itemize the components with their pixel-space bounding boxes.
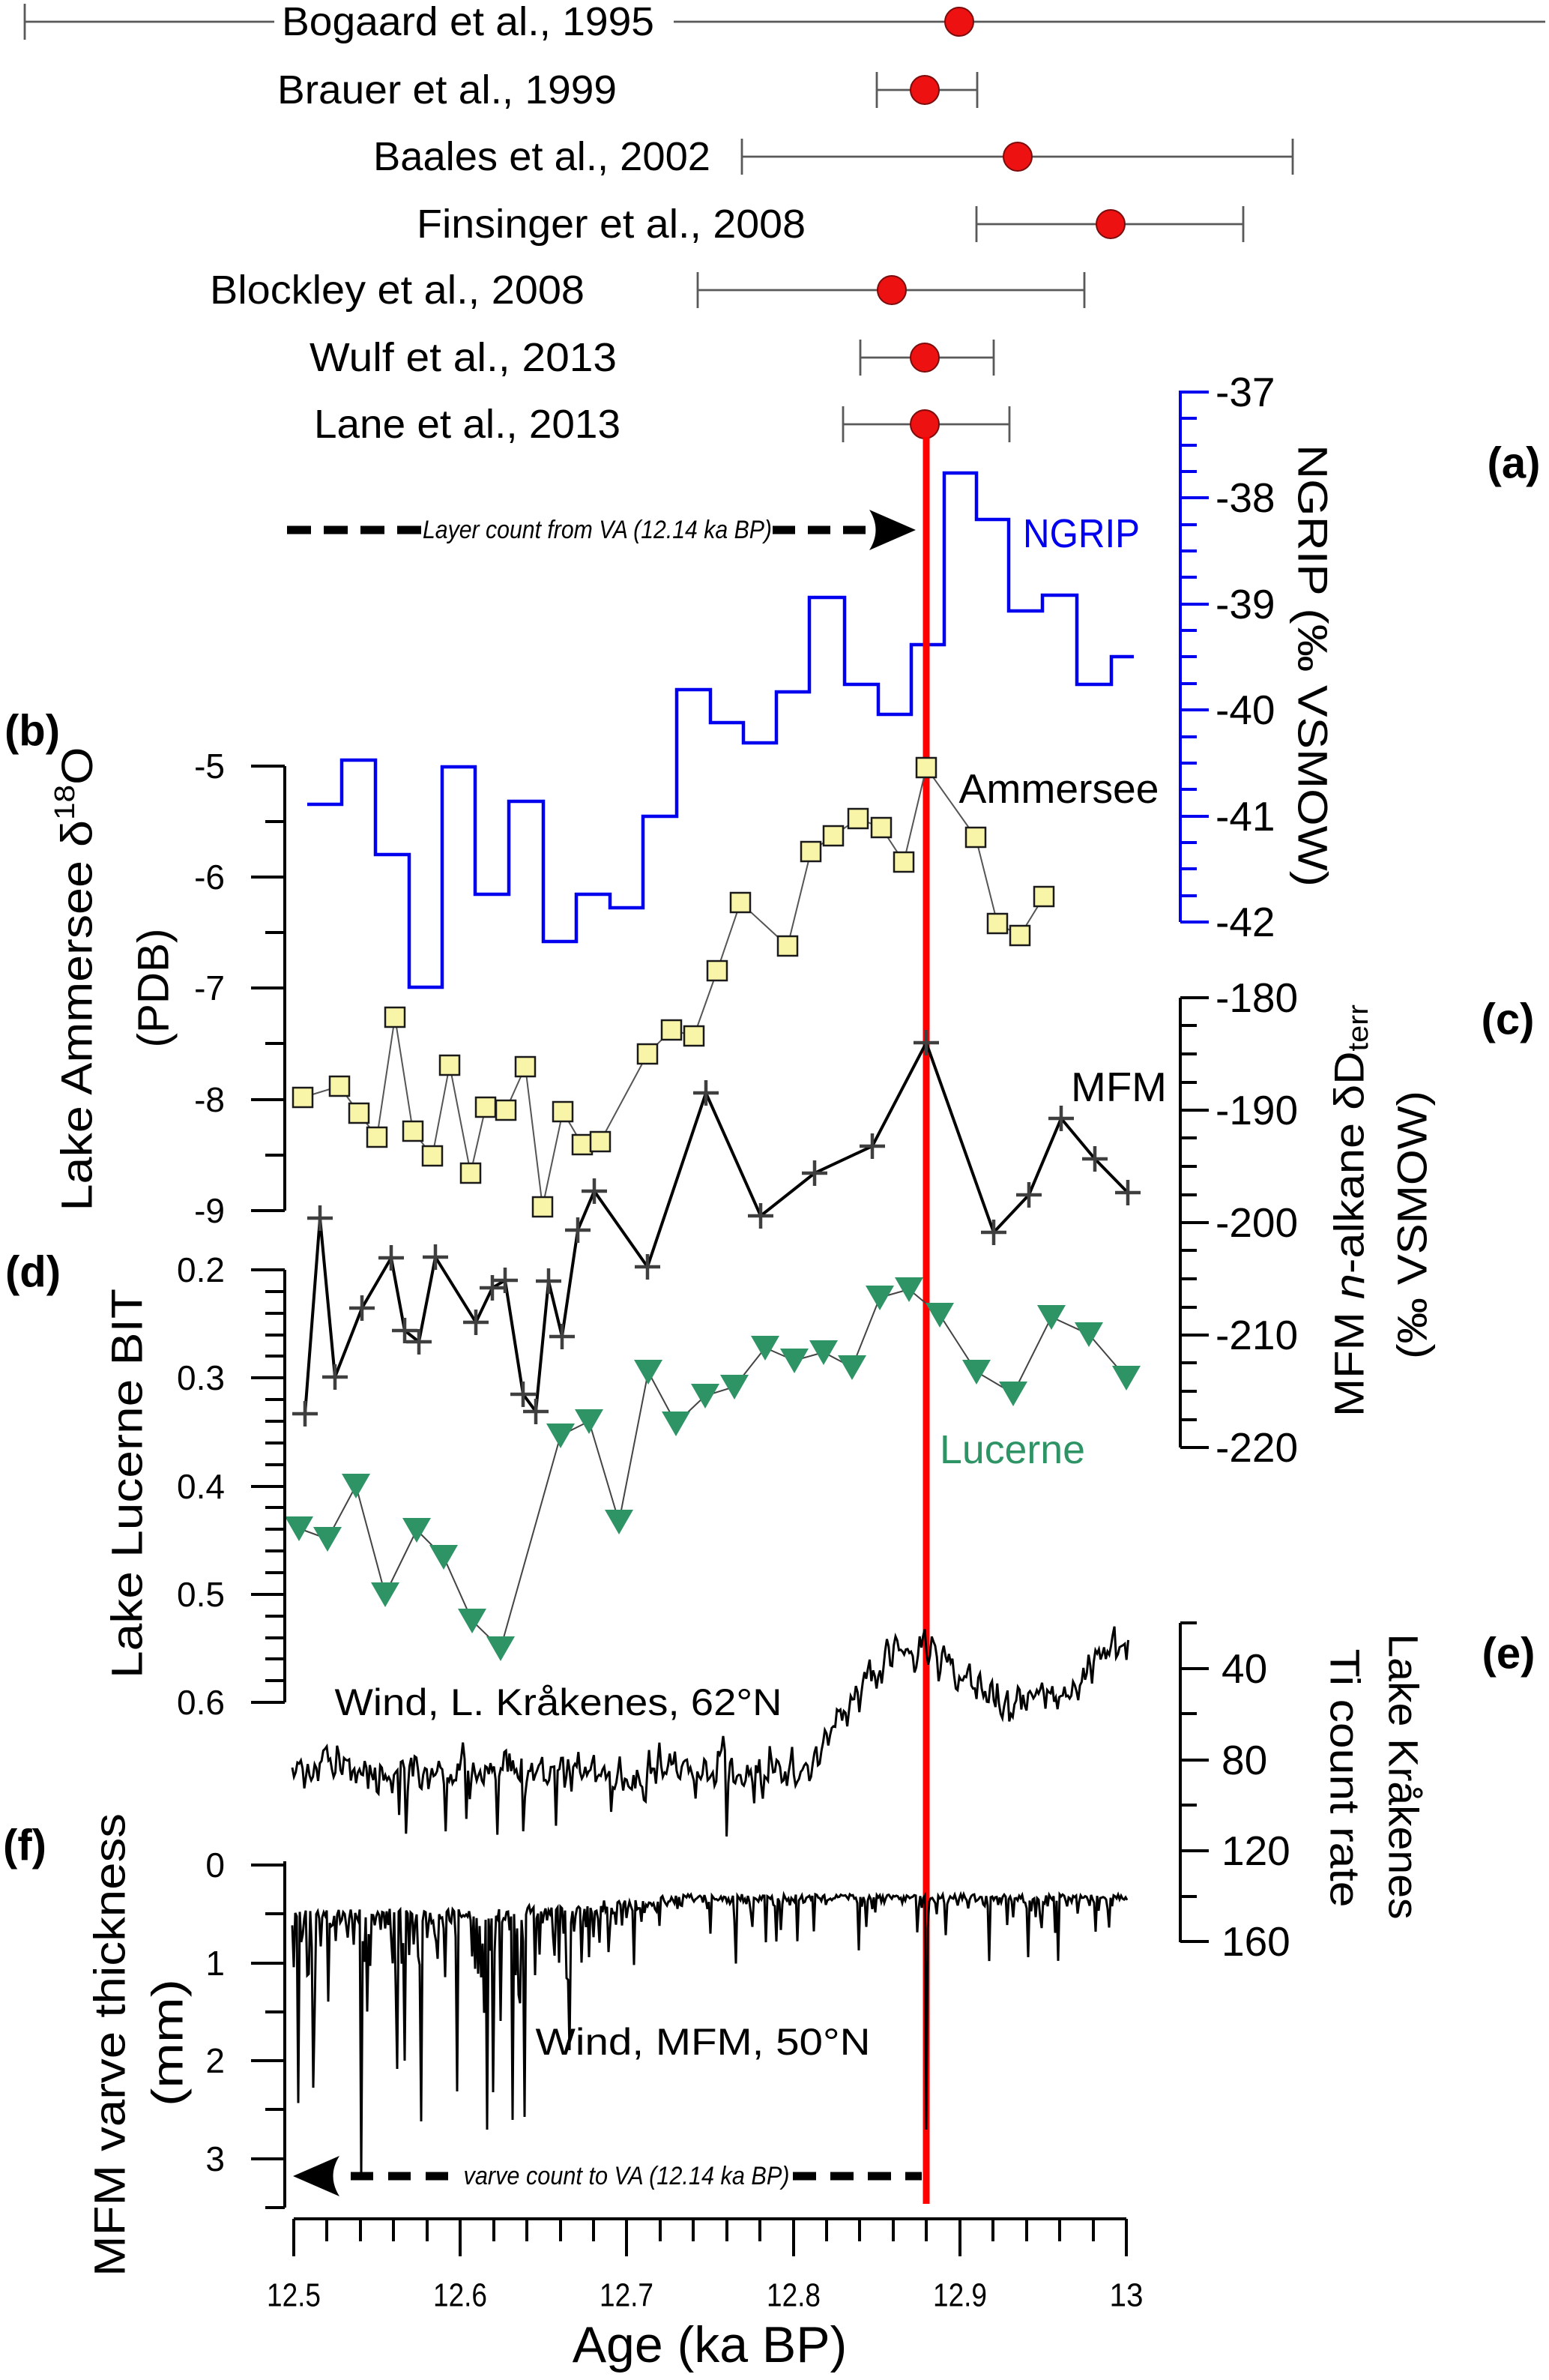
- svg-text:0.6: 0.6: [177, 1683, 225, 1722]
- svg-text:Ammersee: Ammersee: [959, 765, 1159, 812]
- svg-text:Finsinger et al., 2008: Finsinger et al., 2008: [417, 202, 806, 247]
- svg-text:12.7: 12.7: [600, 2277, 653, 2314]
- svg-text:Layer count from VA (12.14 ka: Layer count from VA (12.14 ka BP): [423, 516, 772, 544]
- svg-text:(‰ VSMOW): (‰ VSMOW): [1389, 1091, 1436, 1359]
- svg-text:0: 0: [205, 1846, 225, 1885]
- svg-text:(b): (b): [4, 707, 60, 756]
- svg-text:1: 1: [205, 1944, 225, 1983]
- svg-text:Bogaard et al., 1995: Bogaard et al., 1995: [282, 0, 654, 44]
- svg-text:Lane et al., 2013: Lane et al., 2013: [314, 402, 620, 447]
- svg-text:12.6: 12.6: [433, 2277, 487, 2314]
- svg-text:MFM: MFM: [1071, 1064, 1167, 1110]
- svg-text:-42: -42: [1216, 899, 1275, 945]
- svg-text:0.5: 0.5: [177, 1575, 225, 1614]
- svg-text:-220: -220: [1216, 1424, 1298, 1471]
- svg-text:(mm): (mm): [144, 1979, 193, 2106]
- svg-text:12.5: 12.5: [267, 2277, 321, 2314]
- svg-text:Age (ka BP): Age (ka BP): [573, 2316, 848, 2373]
- svg-text:Lucerne: Lucerne: [940, 1427, 1085, 1472]
- svg-text:(e): (e): [1482, 1630, 1536, 1678]
- svg-text:3: 3: [205, 2139, 225, 2178]
- svg-text:Lake Lucerne BIT: Lake Lucerne BIT: [103, 1289, 152, 1678]
- svg-text:-180: -180: [1216, 974, 1298, 1021]
- svg-text:0.4: 0.4: [177, 1467, 225, 1506]
- svg-text:Brauer et al., 1999: Brauer et al., 1999: [277, 67, 617, 112]
- svg-text:-8: -8: [194, 1080, 225, 1119]
- svg-text:NGRIP: NGRIP: [1023, 511, 1140, 556]
- svg-text:varve count to VA (12.14 ka BP: varve count to VA (12.14 ka BP): [464, 2162, 790, 2190]
- svg-text:Wind, MFM, 50°N: Wind, MFM, 50°N: [536, 2021, 871, 2063]
- svg-text:Baales et al., 2002: Baales et al., 2002: [373, 134, 710, 179]
- svg-text:-9: -9: [194, 1191, 225, 1230]
- svg-text:-200: -200: [1216, 1199, 1298, 1246]
- svg-text:-41: -41: [1216, 793, 1275, 840]
- svg-text:-38: -38: [1216, 475, 1275, 521]
- svg-text:MFM varve thickness: MFM varve thickness: [86, 1813, 135, 2277]
- svg-text:12.9: 12.9: [933, 2277, 987, 2314]
- svg-text:-39: -39: [1216, 581, 1275, 627]
- svg-text:13: 13: [1110, 2277, 1144, 2314]
- svg-text:(d): (d): [5, 1248, 61, 1297]
- svg-text:40: 40: [1222, 1645, 1267, 1692]
- svg-text:Lake Ammersee δ18O: Lake Ammersee δ18O: [49, 747, 102, 1211]
- svg-text:2: 2: [205, 2041, 225, 2080]
- svg-text:-7: -7: [194, 968, 225, 1007]
- svg-text:-190: -190: [1216, 1087, 1298, 1133]
- svg-text:Wind, L. Kråkenes, 62°N: Wind, L. Kråkenes, 62°N: [335, 1681, 782, 1723]
- svg-text:160: 160: [1222, 1918, 1290, 1965]
- svg-text:(c): (c): [1482, 995, 1535, 1044]
- svg-text:-5: -5: [194, 747, 225, 786]
- svg-text:(f): (f): [3, 1822, 46, 1870]
- svg-text:(a): (a): [1488, 439, 1541, 488]
- svg-text:MFM n-alkane δDterr: MFM n-alkane δDterr: [1326, 1004, 1375, 1417]
- svg-text:Blockley et al., 2008: Blockley et al., 2008: [210, 268, 585, 313]
- svg-text:80: 80: [1222, 1737, 1267, 1783]
- svg-text:NGRIP (‰ VSMOW): NGRIP (‰ VSMOW): [1290, 445, 1337, 887]
- svg-text:0.3: 0.3: [177, 1358, 225, 1397]
- svg-text:0.2: 0.2: [177, 1250, 225, 1289]
- svg-text:(PDB): (PDB): [130, 929, 178, 1048]
- svg-text:-210: -210: [1216, 1312, 1298, 1358]
- svg-text:Lake Kråkenes: Lake Kråkenes: [1380, 1634, 1428, 1920]
- svg-text:-6: -6: [194, 858, 225, 897]
- svg-text:12.8: 12.8: [767, 2277, 821, 2314]
- svg-text:-37: -37: [1216, 369, 1275, 415]
- svg-text:Wulf et al., 2013: Wulf et al., 2013: [310, 335, 617, 380]
- svg-text:Ti count rate: Ti count rate: [1322, 1649, 1369, 1908]
- svg-text:120: 120: [1222, 1828, 1290, 1874]
- svg-text:-40: -40: [1216, 687, 1275, 733]
